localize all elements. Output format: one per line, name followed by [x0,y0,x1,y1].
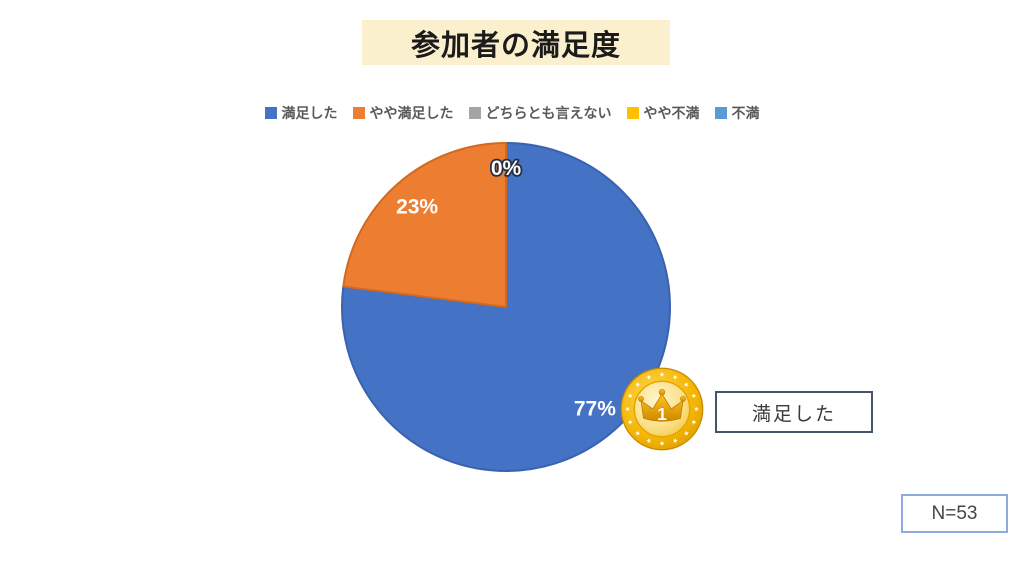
pie-chart: 77% 23% 0% [340,142,671,472]
crown-icon [638,389,686,422]
medal-rank-number: 1 [657,404,667,424]
winner-callout-box: 満足した [715,391,873,433]
sample-size-label: N=53 [931,502,978,524]
legend-item: やや不満 [626,103,700,123]
star-icon [627,419,633,425]
star-icon [683,430,689,436]
star-icon [646,438,652,444]
pie-slice-満足した [340,142,671,472]
star-icon [694,406,700,412]
star-icon [627,393,633,399]
data-label: 0% [491,157,522,180]
star-icon [659,441,665,447]
legend-swatch [714,107,727,119]
legend-label: やや不満 [643,105,700,121]
legend-label: やや満足した [369,105,454,121]
chart-legend: 満足した やや満足した どちらとも言えない やや不満 不満 [0,103,1024,123]
legend-item: 不満 [714,103,760,123]
legend-label: 満足した [281,105,338,121]
chart-title: 参加者の満足度 [362,20,670,65]
gold-medal-icon: 1 [620,367,704,451]
legend-swatch [626,107,639,119]
winner-callout-label: 満足した [751,402,836,425]
legend-swatch [468,107,481,119]
data-label: 23% [396,195,438,218]
star-icon [672,438,678,444]
star-icon [624,406,630,412]
data-label: 77% [574,397,616,420]
legend-label: 不満 [731,105,760,121]
star-icon [672,374,678,380]
legend-item: やや満足した [352,103,454,123]
legend-swatch [352,107,365,119]
star-icon [659,371,665,377]
chart-title-text: 参加者の満足度 [410,29,621,62]
legend-swatch [264,107,277,119]
star-icon [691,393,697,399]
legend-item: どちらとも言えない [468,103,612,123]
star-icon [635,430,641,436]
pie-slice-やや満足した [342,142,507,308]
sample-size-box: N=53 [901,494,1008,533]
star-icon [635,382,641,388]
medal-star-ring [624,371,700,447]
legend-item: 満足した [264,103,338,123]
legend-label: どちらとも言えない [485,105,612,121]
star-icon [646,374,652,380]
star-icon [691,419,697,425]
star-icon [683,382,689,388]
